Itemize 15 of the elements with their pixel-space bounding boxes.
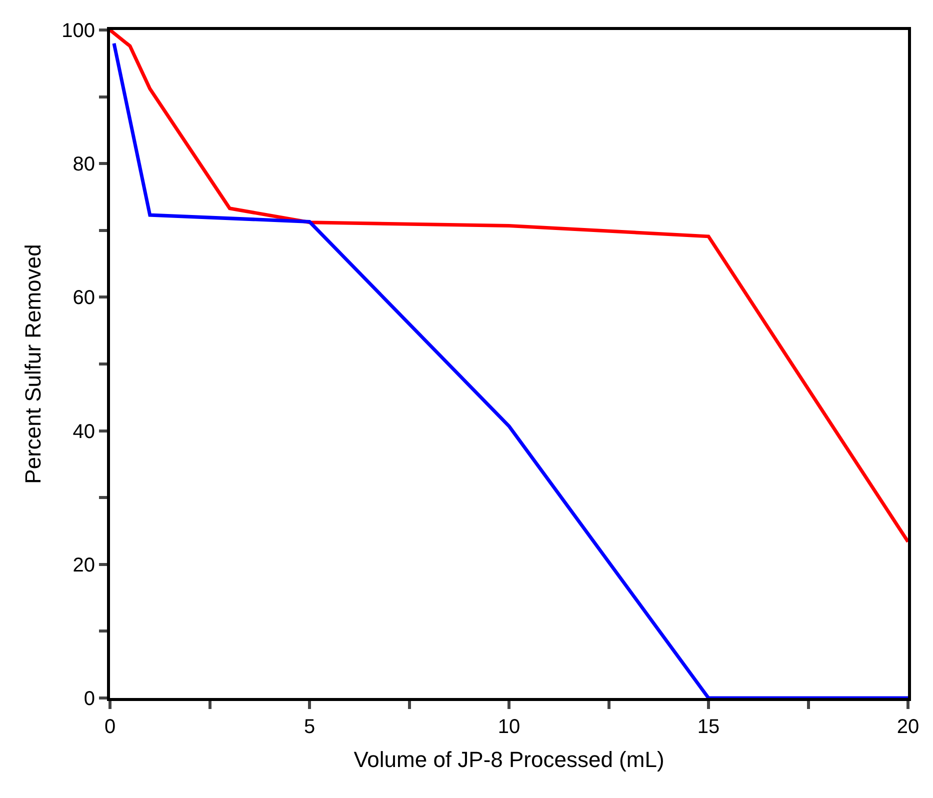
x-tick-label: 20	[896, 716, 920, 738]
y-tick-label: 0	[84, 688, 95, 710]
y-tick-label: 100	[62, 20, 95, 42]
y-axis-title: Percent Sulfur Removed	[20, 244, 46, 484]
y-tick-label: 20	[72, 554, 95, 576]
y-tick-label: 60	[72, 287, 95, 310]
x-tick-label: 0	[104, 716, 116, 738]
x-tick-label: 15	[697, 716, 720, 738]
x-axis-title: Volume of JP-8 Processed (mL)	[354, 746, 664, 772]
y-tick-label: 40	[72, 420, 95, 443]
x-tick-label: 5	[304, 716, 316, 738]
line-series	[110, 30, 908, 544]
line-series	[112, 42, 908, 698]
y-tick-label: 80	[72, 154, 95, 176]
x-tick-label: 10	[498, 716, 520, 738]
